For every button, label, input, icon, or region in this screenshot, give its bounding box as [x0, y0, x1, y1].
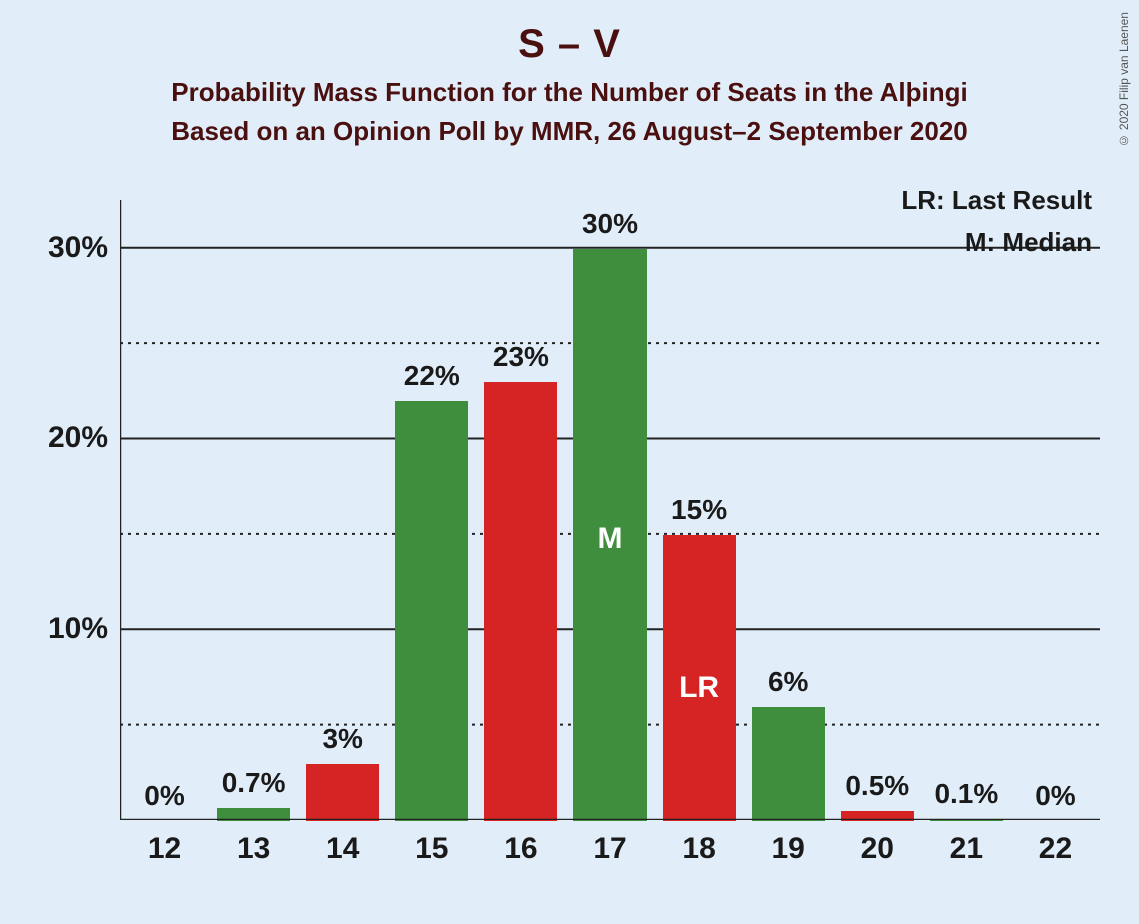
chart-bar — [930, 819, 1003, 821]
chart-bar — [306, 764, 379, 821]
copyright-text: © 2020 Filip van Laenen — [1117, 12, 1131, 147]
bar-tag-label: M — [560, 522, 660, 556]
x-axis-tick-label: 19 — [748, 832, 828, 866]
y-axis-tick-label: 10% — [0, 612, 108, 646]
x-axis-tick-label: 20 — [837, 832, 917, 866]
chart-bar — [484, 382, 557, 821]
bar-value-label: 0% — [115, 780, 215, 812]
chart-plot-area: LR: Last Result M: Median 10%20%30%0%120… — [120, 200, 1100, 820]
x-axis-tick-label: 15 — [392, 832, 472, 866]
bar-tag-label: LR — [649, 671, 749, 705]
bar-value-label: 23% — [471, 341, 571, 373]
legend-lr: LR: Last Result — [901, 180, 1092, 222]
chart-bar — [841, 811, 914, 821]
chart-bar — [217, 808, 290, 821]
x-axis-tick-label: 14 — [303, 832, 383, 866]
x-axis-tick-label: 21 — [926, 832, 1006, 866]
x-axis-tick-label: 22 — [1015, 832, 1095, 866]
x-axis-tick-label: 13 — [214, 832, 294, 866]
bar-value-label: 30% — [560, 208, 660, 240]
chart-header: S – V Probability Mass Function for the … — [0, 0, 1139, 147]
legend-m: M: Median — [901, 222, 1092, 264]
bar-value-label: 0.5% — [827, 770, 927, 802]
bar-value-label: 0.7% — [204, 767, 304, 799]
bar-value-label: 6% — [738, 666, 838, 698]
chart-bars-layer — [120, 200, 1100, 820]
bar-value-label: 3% — [293, 723, 393, 755]
bar-value-label: 0.1% — [916, 778, 1016, 810]
x-axis-tick-label: 12 — [125, 832, 205, 866]
bar-value-label: 22% — [382, 360, 482, 392]
y-axis-tick-label: 20% — [0, 421, 108, 455]
chart-legend: LR: Last Result M: Median — [901, 180, 1092, 263]
bar-value-label: 0% — [1005, 780, 1105, 812]
y-axis-tick-label: 30% — [0, 231, 108, 265]
chart-subtitle-1: Probability Mass Function for the Number… — [0, 77, 1139, 108]
chart-title: S – V — [0, 22, 1139, 67]
chart-bar — [752, 707, 825, 821]
chart-bar — [395, 401, 468, 821]
chart-subtitle-2: Based on an Opinion Poll by MMR, 26 Augu… — [0, 116, 1139, 147]
x-axis-tick-label: 18 — [659, 832, 739, 866]
bar-value-label: 15% — [649, 494, 749, 526]
x-axis-tick-label: 16 — [481, 832, 561, 866]
x-axis-tick-label: 17 — [570, 832, 650, 866]
